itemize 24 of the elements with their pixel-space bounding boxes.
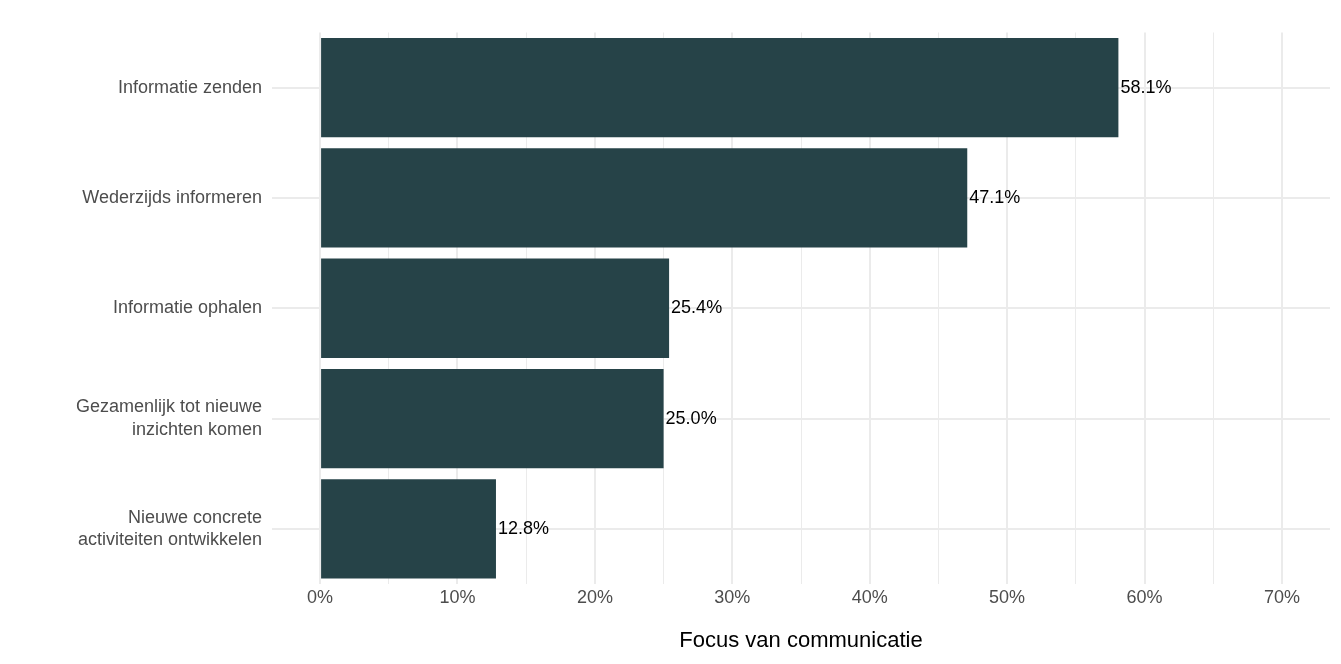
bar: [321, 38, 1119, 138]
x-tick-label: 60%: [1126, 586, 1163, 607]
x-tick-label: 0%: [307, 586, 334, 607]
x-axis-title: Focus van communicatie: [679, 626, 923, 652]
data-label: 12.8%: [497, 517, 550, 538]
bar: [321, 479, 496, 579]
y-tick-label: Informatie ophalen: [112, 297, 262, 318]
bar: [321, 368, 664, 469]
x-tick-label: 40%: [851, 586, 888, 607]
y-tick-label: Wederzijds informeren: [82, 186, 262, 207]
y-tick-label: Gezamenlijk tot nieuwe inzichten komen: [75, 396, 262, 439]
x-tick-label: 30%: [714, 586, 751, 607]
x-tick-label: 70%: [1263, 586, 1300, 607]
data-label: 47.1%: [969, 186, 1021, 207]
x-tick-label: 10%: [439, 586, 476, 607]
data-label: 25.0%: [665, 407, 717, 428]
y-tick-label: Informatie zenden: [117, 76, 262, 97]
bar: [321, 148, 968, 248]
data-label: 25.4%: [671, 297, 723, 318]
x-tick-label: 20%: [576, 586, 613, 607]
x-tick-label: 50%: [989, 586, 1026, 607]
y-tick-label: Nieuwe concrete activiteiten ontwikkelen: [77, 506, 262, 550]
data-label: 58.1%: [1120, 76, 1172, 97]
bar: [321, 258, 670, 358]
